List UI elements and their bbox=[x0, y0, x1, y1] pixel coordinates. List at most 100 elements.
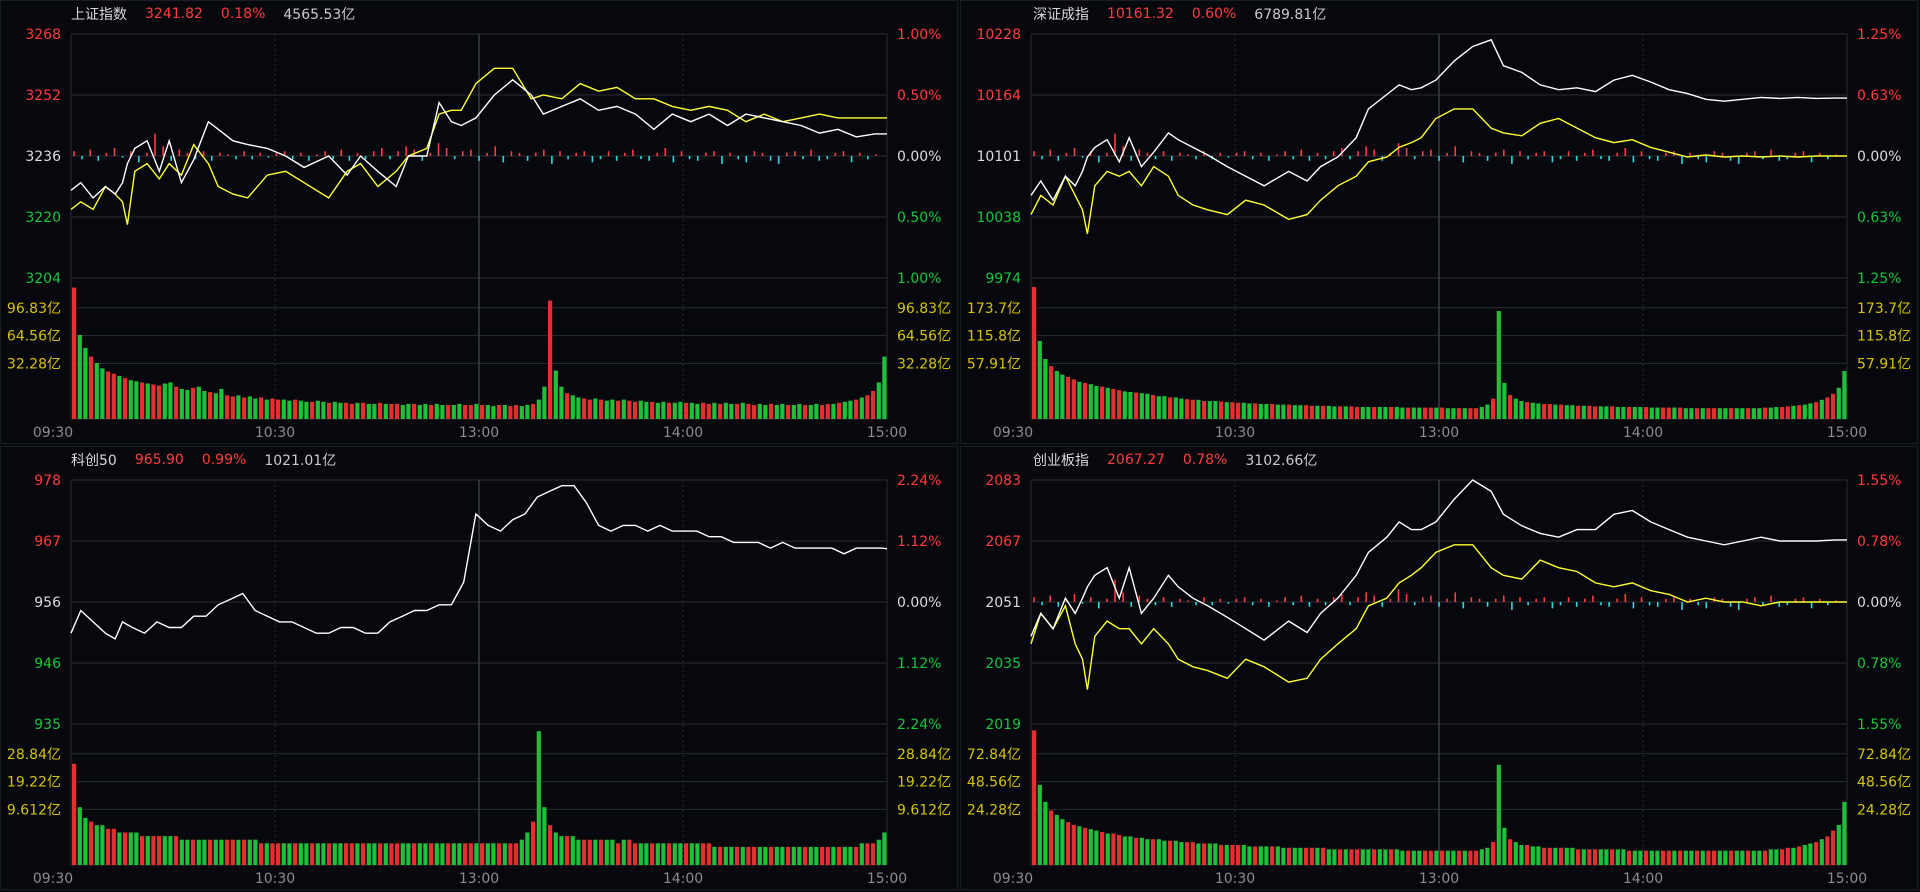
volume-bar bbox=[440, 843, 445, 865]
volume-bar bbox=[1440, 407, 1445, 419]
volume-bar bbox=[1542, 404, 1547, 419]
volume-bar bbox=[871, 843, 876, 865]
avg-price-line bbox=[1030, 108, 1847, 234]
volume-bar bbox=[117, 832, 122, 865]
volume-bar bbox=[536, 731, 541, 865]
volume-bar bbox=[191, 839, 196, 865]
volume-bar bbox=[208, 839, 213, 865]
volume-bar bbox=[242, 839, 247, 865]
volume-bar bbox=[1502, 383, 1507, 419]
volume-axis-label: 28.84亿 bbox=[7, 747, 61, 763]
chart-panel-star50[interactable]: 科创50 965.90 0.99% 1021.01亿 978 967 956 946 9… bbox=[0, 446, 958, 890]
volume-bar bbox=[570, 836, 575, 865]
volume-bar bbox=[247, 839, 252, 865]
index-name: 科创50 bbox=[71, 453, 117, 469]
volume-bar bbox=[338, 402, 343, 419]
volume-bar bbox=[576, 397, 581, 419]
volume-bar bbox=[1372, 407, 1377, 419]
volume-bar bbox=[633, 401, 638, 419]
volume-bar bbox=[740, 402, 745, 419]
volume-bar bbox=[548, 825, 553, 865]
volume-bar bbox=[1740, 408, 1745, 419]
volume-bar bbox=[837, 402, 842, 419]
volume-bar bbox=[1746, 850, 1751, 865]
volume-bar bbox=[1179, 842, 1184, 865]
volume-bar bbox=[706, 843, 711, 865]
price-axis-label: 2051 bbox=[985, 595, 1021, 611]
volume-bar bbox=[746, 846, 751, 865]
volume-bar bbox=[820, 846, 825, 865]
index-price: 965.90 bbox=[134, 452, 184, 468]
volume-bar bbox=[599, 839, 604, 865]
volume-bar bbox=[1400, 850, 1405, 865]
volume-bar bbox=[1791, 847, 1796, 865]
volume-bar bbox=[1094, 386, 1099, 419]
volume-bar bbox=[1791, 405, 1796, 419]
volume-axis-label: 32.28亿 bbox=[897, 356, 951, 372]
price-axis-label: 10164 bbox=[976, 88, 1021, 104]
volume-bar bbox=[854, 399, 859, 419]
volume-bar bbox=[689, 402, 694, 419]
volume-bar bbox=[848, 400, 853, 419]
volume-bar bbox=[145, 383, 150, 419]
volume-bar bbox=[423, 843, 428, 865]
volume-bar bbox=[100, 825, 105, 865]
volume-bar bbox=[1751, 408, 1756, 419]
volume-bar bbox=[723, 402, 728, 419]
volume-bar bbox=[559, 386, 564, 419]
chart-panel-chinext[interactable]: 创业板指 2067.27 0.78% 3102.66亿 2083 2067 2051… bbox=[960, 446, 1918, 890]
volume-bar bbox=[1117, 834, 1122, 865]
volume-bar bbox=[610, 399, 615, 419]
volume-bar bbox=[1230, 402, 1235, 419]
chart-panel-shenzhen[interactable]: 深证成指 10161.32 0.60% 6789.81亿 10228 10164 1… bbox=[960, 0, 1918, 444]
volume-bar bbox=[1066, 822, 1071, 865]
volume-bar bbox=[1780, 407, 1785, 419]
volume-bar bbox=[1241, 402, 1246, 419]
volume-bar bbox=[451, 405, 456, 419]
volume-bar bbox=[1576, 405, 1581, 419]
volume-axis-label: 115.8亿 bbox=[967, 329, 1021, 345]
volume-bar bbox=[1139, 393, 1144, 419]
volume-bar bbox=[882, 356, 887, 419]
volume-bar bbox=[1530, 402, 1535, 419]
volume-bar bbox=[134, 832, 139, 865]
volume-bar bbox=[1763, 407, 1768, 419]
volume-bar bbox=[106, 371, 111, 419]
volume-bar bbox=[576, 839, 581, 865]
volume-bar bbox=[757, 403, 762, 419]
volume-bar bbox=[1434, 407, 1439, 419]
volume-bar bbox=[729, 846, 734, 865]
chart-panel-shanghai[interactable]: 上证指数 3241.82 0.18% 4565.53亿 3268 3252 3236… bbox=[0, 0, 958, 444]
volume-bar bbox=[1372, 849, 1377, 865]
volume-axis-label: 96.83亿 bbox=[7, 301, 61, 317]
time-axis-label: 10:30 bbox=[255, 425, 295, 441]
volume-bar bbox=[327, 402, 332, 419]
volume-bar bbox=[480, 405, 485, 419]
volume-bar bbox=[638, 400, 643, 419]
volume-bar bbox=[610, 839, 615, 865]
volume-bar bbox=[1519, 401, 1524, 419]
volume-bar bbox=[1700, 850, 1705, 865]
volume-bar bbox=[162, 383, 167, 419]
volume-bar bbox=[491, 843, 496, 865]
volume-bar bbox=[582, 839, 587, 865]
volume-bar bbox=[1111, 833, 1116, 865]
volume-bar bbox=[1638, 407, 1643, 419]
volume-bar bbox=[1502, 827, 1507, 865]
volume-bar bbox=[1547, 847, 1552, 865]
volume-bar bbox=[1525, 845, 1530, 865]
volume-bar bbox=[780, 846, 785, 865]
volume-bar bbox=[1122, 391, 1127, 419]
volume-bar bbox=[587, 839, 592, 865]
volume-bar bbox=[672, 402, 677, 419]
volume-bar bbox=[542, 386, 547, 419]
volume-bar bbox=[259, 397, 264, 419]
volume-bar bbox=[661, 401, 666, 419]
volume-bar bbox=[1808, 843, 1813, 865]
volume-bar bbox=[1394, 849, 1399, 865]
volume-bar bbox=[281, 843, 286, 865]
volume-bar bbox=[355, 843, 360, 865]
volume-bar bbox=[1162, 396, 1167, 419]
volume-bar bbox=[1360, 849, 1365, 865]
volume-bar bbox=[508, 406, 513, 419]
